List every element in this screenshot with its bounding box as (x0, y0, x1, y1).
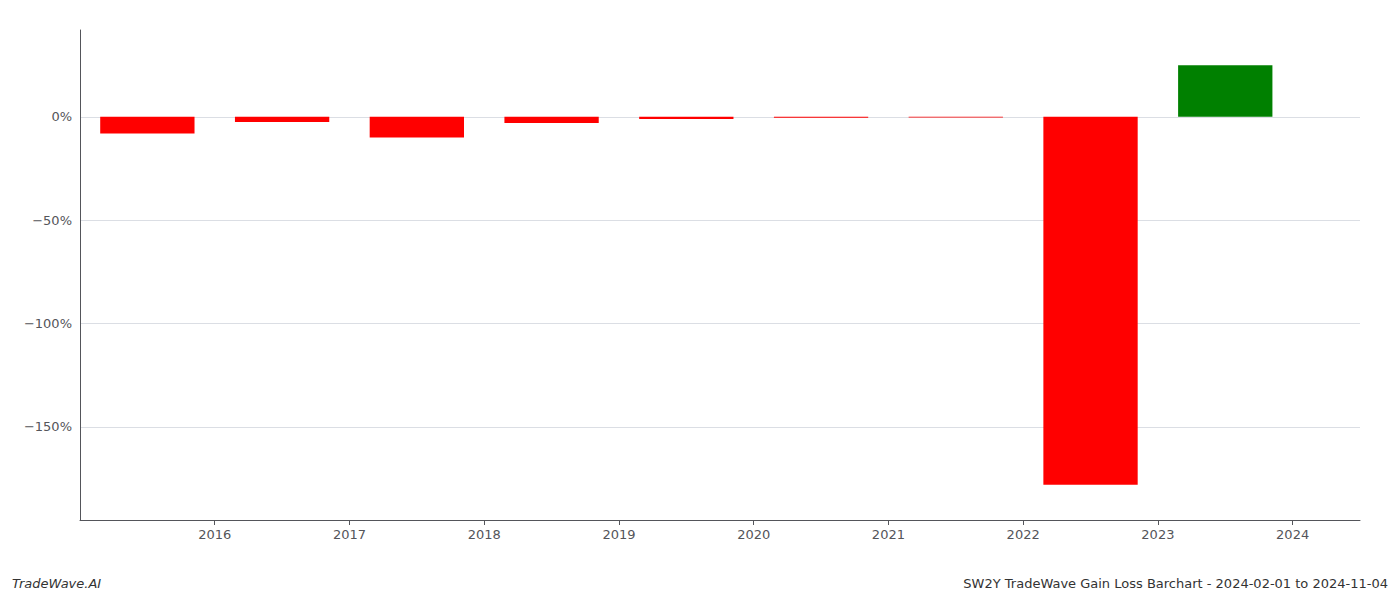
svg-text:2022: 2022 (1007, 527, 1040, 542)
svg-text:2019: 2019 (602, 527, 635, 542)
svg-text:2020: 2020 (737, 527, 770, 542)
svg-text:2024: 2024 (1276, 527, 1309, 542)
svg-text:−50%: −50% (32, 213, 72, 228)
svg-text:−150%: −150% (24, 419, 72, 434)
svg-text:2016: 2016 (198, 527, 231, 542)
svg-text:2017: 2017 (333, 527, 366, 542)
svg-text:−100%: −100% (24, 316, 72, 331)
svg-text:2021: 2021 (872, 527, 905, 542)
svg-text:2023: 2023 (1141, 527, 1174, 542)
svg-text:TradeWave.AI: TradeWave.AI (12, 576, 101, 591)
svg-text:0%: 0% (51, 109, 72, 124)
svg-text:SW2Y TradeWave Gain Loss Barch: SW2Y TradeWave Gain Loss Barchart - 2024… (963, 576, 1388, 591)
svg-text:2018: 2018 (468, 527, 501, 542)
